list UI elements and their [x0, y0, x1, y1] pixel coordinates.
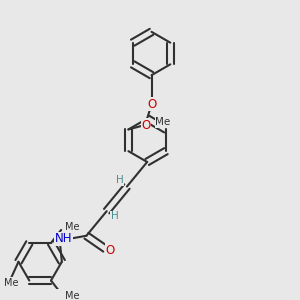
Text: H: H [116, 175, 124, 185]
Text: NH: NH [55, 232, 72, 245]
Text: H: H [111, 211, 119, 221]
Text: Me: Me [4, 278, 19, 288]
Text: O: O [148, 98, 157, 111]
Text: O: O [141, 118, 150, 132]
Text: O: O [106, 244, 115, 257]
Text: Me: Me [155, 118, 170, 128]
Text: Me: Me [65, 222, 80, 232]
Text: Me: Me [65, 292, 80, 300]
